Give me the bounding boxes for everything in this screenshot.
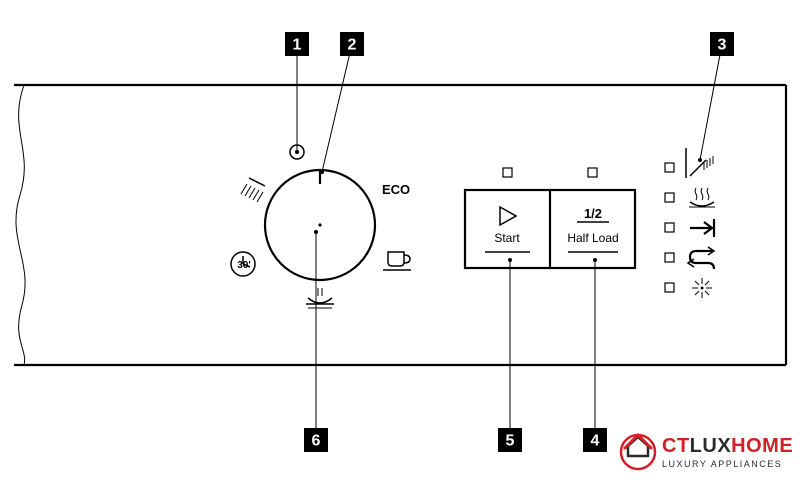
half-1-2-icon: 1/2 xyxy=(577,206,609,222)
sparkle-icon xyxy=(692,278,712,298)
half-load-indicator xyxy=(588,168,597,177)
clock30-icon: 30' xyxy=(231,252,255,276)
play-icon xyxy=(500,207,516,225)
spray-shower-icon xyxy=(241,178,265,202)
half-load-label: Half Load xyxy=(567,231,618,245)
prewash-icon xyxy=(306,288,334,308)
start-button[interactable]: Start xyxy=(485,207,530,252)
svg-text:LUXURY APPLIANCES: LUXURY APPLIANCES xyxy=(662,459,782,469)
callout-num-6: 6 xyxy=(312,433,321,450)
start-label: Start xyxy=(494,231,520,245)
callout-num-1: 1 xyxy=(293,37,302,54)
svg-text:CTLUXHOME: CTLUXHOME xyxy=(662,435,793,457)
status-column xyxy=(665,148,715,298)
start-indicator xyxy=(503,168,512,177)
buttons-frame xyxy=(465,190,635,268)
half-load-button[interactable]: 1/2 Half Load xyxy=(567,206,618,252)
diagram-stage: ECO 30' Start xyxy=(0,0,800,500)
dry-heat-icon xyxy=(689,188,715,207)
svg-text:30': 30' xyxy=(237,260,251,271)
callout-num-5: 5 xyxy=(506,433,515,450)
arrow-end-icon xyxy=(690,219,714,237)
cup-saucer-icon xyxy=(383,252,411,270)
eco-label: ECO xyxy=(382,182,410,197)
callout-num-4: 4 xyxy=(591,433,600,450)
s-arrows-icon xyxy=(688,247,714,269)
svg-text:1/2: 1/2 xyxy=(584,206,602,221)
logo-house-icon xyxy=(621,435,655,469)
program-dial[interactable] xyxy=(265,170,375,280)
callout-num-2: 2 xyxy=(348,37,357,54)
left-wavy-edge xyxy=(16,85,25,365)
panel-frame xyxy=(14,85,786,365)
brand-logo: CTLUXHOME LUXURY APPLIANCES xyxy=(621,435,793,469)
callout-num-3: 3 xyxy=(718,37,727,54)
